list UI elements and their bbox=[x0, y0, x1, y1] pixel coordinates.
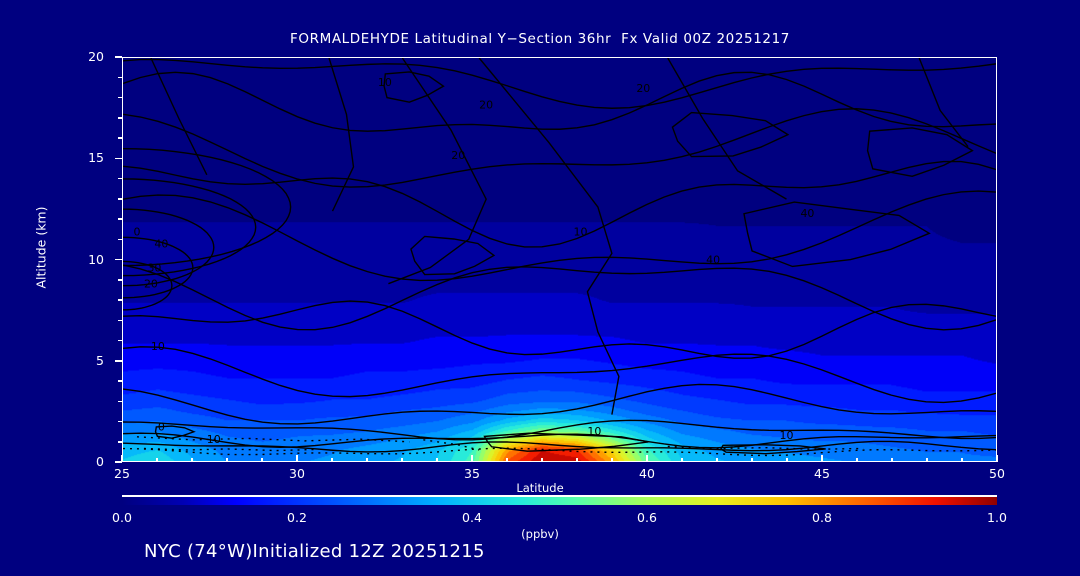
x-tick-minor bbox=[926, 458, 928, 462]
x-tick-minor bbox=[261, 458, 263, 462]
y-tick-minor bbox=[118, 299, 122, 301]
colorbar-tick-label: 0.0 bbox=[112, 510, 132, 525]
y-axis-label: Altitude (km) bbox=[33, 206, 49, 289]
x-tick-label: 50 bbox=[989, 466, 1005, 481]
x-tick-label: 35 bbox=[464, 466, 480, 481]
x-tick-minor bbox=[576, 458, 578, 462]
colorbar-gradient bbox=[122, 497, 997, 505]
x-tick-mark bbox=[821, 455, 823, 462]
y-tick-minor bbox=[118, 420, 122, 423]
x-tick-mark bbox=[646, 455, 648, 462]
x-tick-mark bbox=[996, 455, 998, 462]
y-tick-minor bbox=[118, 137, 122, 139]
x-tick-mark bbox=[471, 455, 473, 462]
y-tick-label: 20 bbox=[88, 49, 104, 64]
cross-section-plot: 0 40 30 20 10 0 10 10 20 20 20 10 40 40 10 10 bbox=[122, 57, 997, 462]
y-tick-minor bbox=[118, 238, 122, 240]
x-tick-minor bbox=[681, 458, 683, 462]
y-tick-label: 10 bbox=[88, 251, 104, 267]
x-tick-minor bbox=[716, 458, 718, 462]
x-tick-label: 30 bbox=[289, 466, 305, 481]
colorbar-units-label: (ppbv) bbox=[521, 527, 559, 541]
y-tick-minor bbox=[118, 339, 122, 342]
x-tick-minor bbox=[156, 458, 158, 462]
y-tick-minor bbox=[118, 319, 122, 321]
x-tick-mark bbox=[121, 455, 123, 462]
y-tick-mark bbox=[115, 461, 122, 463]
x-tick-minor bbox=[401, 458, 403, 462]
x-tick-minor bbox=[436, 458, 438, 462]
x-tick-minor bbox=[191, 458, 193, 462]
x-tick-minor bbox=[751, 458, 753, 462]
x-tick-minor bbox=[366, 458, 368, 462]
colorbar-tick-label: 0.8 bbox=[812, 510, 832, 525]
y-tick-mark bbox=[115, 56, 122, 58]
y-tick-minor bbox=[118, 400, 122, 402]
y-tick-mark bbox=[115, 157, 122, 159]
x-tick-minor bbox=[541, 458, 543, 462]
x-tick-label: 25 bbox=[114, 466, 130, 481]
x-tick-minor bbox=[891, 458, 893, 462]
y-tick-minor bbox=[118, 441, 122, 443]
y-tick-minor bbox=[118, 218, 122, 220]
concentration-field bbox=[123, 58, 996, 461]
y-tick-mark bbox=[115, 360, 122, 362]
x-axis-label: Latitude bbox=[516, 481, 564, 495]
x-tick-minor bbox=[506, 458, 508, 462]
colorbar bbox=[122, 495, 997, 505]
colorbar-tick-label: 1.0 bbox=[987, 510, 1007, 525]
y-tick-label: 5 bbox=[96, 352, 104, 368]
figure-title: FORMALDEHYDE Latitudinal Y−Section 36hr … bbox=[290, 31, 790, 47]
y-tick-minor bbox=[118, 279, 122, 281]
x-tick-mark bbox=[296, 455, 298, 462]
y-tick-label: 15 bbox=[88, 150, 104, 166]
colorbar-tick-label: 0.4 bbox=[462, 510, 482, 525]
y-tick-mark bbox=[115, 258, 122, 261]
y-tick-minor bbox=[118, 117, 122, 119]
x-tick-minor bbox=[856, 458, 858, 462]
y-tick-minor bbox=[118, 198, 122, 200]
y-tick-label: 0 bbox=[96, 454, 104, 469]
colorbar-tick-label: 0.2 bbox=[287, 510, 307, 525]
x-tick-label: 40 bbox=[639, 466, 655, 481]
y-tick-minor bbox=[118, 380, 122, 382]
x-tick-minor bbox=[331, 458, 333, 462]
colorbar-tick-label: 0.6 bbox=[637, 510, 657, 525]
y-tick-minor bbox=[118, 177, 122, 180]
y-tick-minor bbox=[118, 76, 122, 78]
figure-footer: NYC (74°W)Initialized 12Z 20251215 bbox=[144, 541, 485, 562]
x-tick-minor bbox=[786, 458, 788, 462]
x-tick-label: 45 bbox=[814, 466, 830, 481]
x-tick-minor bbox=[226, 458, 228, 462]
x-tick-minor bbox=[961, 458, 963, 462]
x-tick-minor bbox=[611, 458, 613, 462]
y-tick-minor bbox=[118, 96, 122, 99]
